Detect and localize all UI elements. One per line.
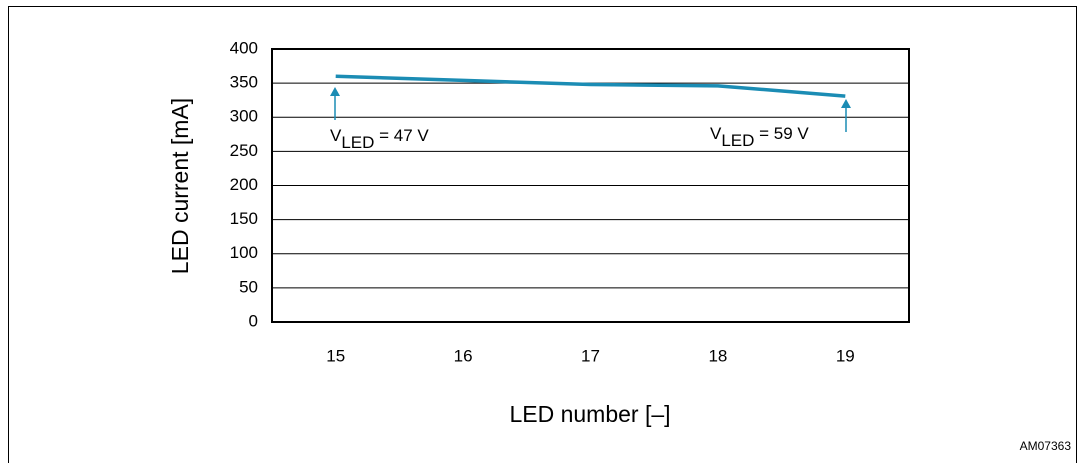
annotation-suffix: = 47 V [374,126,429,145]
y-tick-label: 100 [230,243,258,262]
x-tick-label: 17 [581,346,600,365]
y-tick-label: 250 [230,141,258,160]
annotation: VLED = 47 V [330,126,429,152]
x-tick-label: 16 [454,346,473,365]
y-tick-label: 0 [249,311,258,330]
y-tick-label: 150 [230,209,258,228]
data-line [335,74,846,98]
y-tick-label: 350 [230,73,258,92]
annotation-arrowhead [330,87,340,96]
y-tick-label: 300 [230,107,258,126]
figure-id: AM07363 [1020,439,1072,453]
figure-frame [8,6,1077,463]
annotation-suffix: = 59 V [754,124,809,143]
annotation-prefix: V [330,126,342,145]
y-axis-title: LED current [mA] [167,98,193,274]
x-tick-label: 19 [836,346,855,365]
x-tick-label: 15 [326,346,345,365]
annotation-arrowhead [841,99,851,108]
x-axis-title: LED number [–] [509,401,670,427]
annotation-subscript: LED [721,131,754,150]
y-tick-label: 50 [239,277,258,296]
annotation-prefix: V [710,124,722,143]
annotation: VLED = 59 V [710,124,809,150]
annotation-subscript: LED [341,133,374,152]
y-tick-label: 400 [230,38,258,57]
x-tick-label: 18 [708,346,727,365]
y-tick-label: 200 [230,175,258,194]
plot-frame [271,48,910,323]
